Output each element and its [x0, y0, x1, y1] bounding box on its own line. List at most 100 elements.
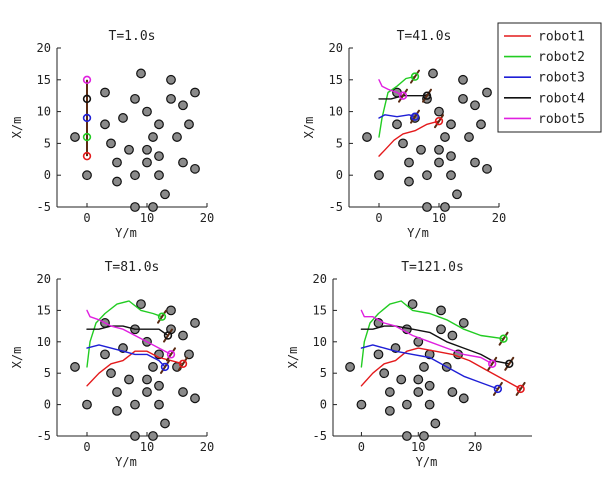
obstacle-point [130, 399, 140, 410]
y-tick-label: 10 [37, 105, 51, 119]
obstacle-point [452, 189, 462, 200]
obstacle-point [100, 119, 110, 130]
obstacle-point [413, 387, 424, 397]
obstacle-point [404, 176, 414, 187]
obstacle-point [70, 132, 80, 142]
robot4-trajectory [360, 325, 510, 365]
obstacle-point [112, 387, 122, 397]
y-tick-label: 0 [336, 168, 343, 182]
obstacle-point [112, 176, 122, 187]
obstacle-point [422, 170, 432, 181]
obstacle-point [416, 144, 426, 155]
obstacle-point [184, 119, 194, 130]
robot2-marker [82, 132, 92, 142]
obstacle-point [434, 106, 444, 117]
y-tick-label: 20 [37, 272, 51, 286]
y-tick-label: 10 [329, 105, 343, 119]
obstacle-point [392, 119, 402, 130]
panels-layer: T=1.0s -5 0 5 10 15 20 0 10 20 Y/m X/m T=41.0s -5 0 5 10… [10, 29, 532, 469]
robot2-trajectory [378, 75, 416, 138]
obstacle-point [447, 387, 458, 397]
obstacle-point [82, 399, 92, 410]
obstacle-point [447, 330, 458, 341]
robot5-trajectory [378, 79, 404, 97]
obstacle-point [154, 151, 164, 162]
obstacle-point [136, 299, 146, 310]
obstacle-point [440, 202, 450, 212]
obstacle-point [482, 87, 492, 98]
legend-label-robot3: robot3 [538, 71, 585, 86]
robot4-trajectory [86, 325, 169, 337]
obstacle-point [430, 418, 441, 429]
obstacle-point [428, 68, 438, 79]
robot5-trajectory [86, 309, 172, 356]
obstacle-point [402, 399, 412, 410]
obstacle-point [154, 119, 164, 130]
y-tick-label: 5 [336, 136, 343, 150]
y-axis-label: X/m [10, 347, 24, 369]
obstacle-point [130, 202, 140, 212]
robot1-marker [82, 151, 92, 161]
obstacle-point [482, 163, 492, 174]
obstacle-point [142, 387, 152, 397]
y-tick-label: 20 [329, 41, 343, 55]
obstacle-point [190, 87, 200, 98]
y-tick-label: 5 [44, 136, 51, 150]
y-tick-label: -5 [37, 200, 51, 214]
obstacle-point [148, 202, 158, 212]
x-tick-label: 0 [358, 440, 365, 454]
x-tick-label: 20 [468, 440, 482, 454]
obstacle-point [464, 132, 474, 142]
obstacle-point [440, 132, 450, 142]
obstacle-point [100, 87, 110, 98]
obstacle-point [142, 157, 152, 168]
x-tick-label: 20 [200, 440, 214, 454]
obstacle-point [373, 349, 384, 360]
robot2-marker [410, 72, 420, 81]
y-tick-label: 15 [329, 73, 343, 87]
x-tick-label: 10 [140, 440, 154, 454]
obstacle-point [106, 138, 116, 149]
x-axis-label: Y/m [115, 455, 137, 469]
y-axis-label: X/m [10, 117, 24, 139]
x-tick-label: 0 [375, 211, 382, 225]
y-tick-label: 20 [313, 272, 327, 286]
robot4-marker [163, 331, 173, 340]
panel-3: T=81.0s -5 0 5 10 15 20 0 10 20 Y/m X/m [10, 260, 214, 469]
robot4-marker [505, 359, 514, 368]
obstacle-point [458, 318, 469, 328]
obstacle-point [374, 170, 384, 181]
obstacle-point [419, 362, 429, 372]
obstacle-point [178, 330, 188, 341]
y-tick-label: 10 [37, 335, 51, 349]
obstacle-point [446, 151, 456, 162]
obstacle-point [124, 144, 134, 155]
obstacle-point [160, 418, 170, 429]
robot1-marker [178, 359, 188, 368]
obstacle-point [148, 362, 158, 372]
obstacle-point [166, 74, 176, 85]
y-tick-label: 0 [44, 168, 51, 182]
robot3-trajectory [378, 114, 416, 119]
obstacle-point [470, 100, 480, 111]
obstacle-point [112, 157, 122, 168]
obstacle-point [136, 68, 146, 79]
obstacle-point [424, 380, 435, 391]
obstacle-point [458, 393, 469, 404]
robot5-trajectory [360, 309, 493, 365]
robot4-marker [422, 91, 432, 100]
obstacle-point [356, 399, 367, 410]
y-tick-label: 15 [37, 73, 51, 87]
obstacle-point [166, 305, 176, 316]
obstacle-point [458, 74, 468, 85]
robot5-marker [166, 350, 176, 359]
robot1-trajectory [360, 347, 522, 390]
obstacle-point [470, 157, 480, 168]
obstacle-point [402, 431, 412, 441]
robot3-marker [493, 384, 503, 394]
obstacle-point [362, 132, 372, 142]
x-tick-label: 20 [492, 211, 506, 225]
obstacle-point [422, 202, 432, 212]
obstacle-point [142, 106, 152, 117]
